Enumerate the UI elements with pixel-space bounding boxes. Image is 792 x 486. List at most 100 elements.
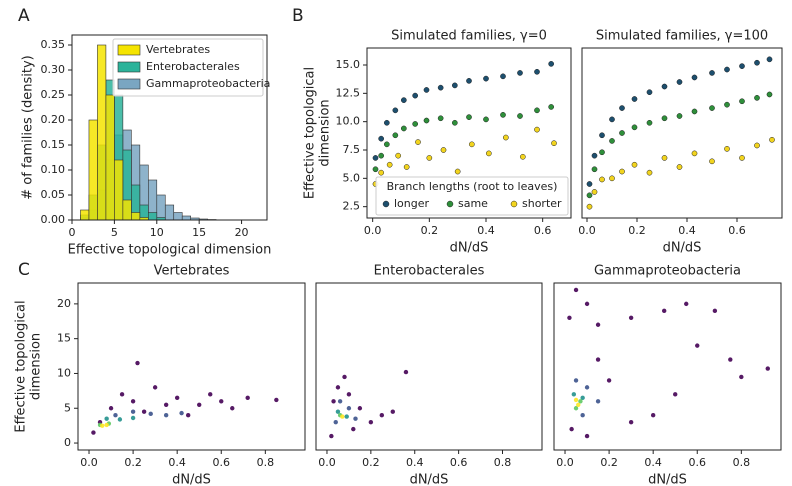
density-point <box>379 413 385 418</box>
histogram-bar <box>88 119 98 220</box>
scatter-point <box>599 132 605 139</box>
scatter-point <box>548 61 555 67</box>
x-tick-label: 0.6 <box>689 456 707 469</box>
histogram-bar <box>114 159 124 220</box>
density-point <box>331 399 336 404</box>
scatter-point <box>661 115 668 122</box>
density-point <box>368 419 374 425</box>
legend-swatch <box>117 78 141 90</box>
scatter-point <box>517 113 523 119</box>
x-axis-label: dN/dS <box>648 473 687 486</box>
scatter-point <box>395 152 402 159</box>
y-tick-label: 20 <box>57 297 71 310</box>
panel-label: C <box>18 260 30 280</box>
y-tick-label: 2.5 <box>343 200 361 213</box>
scatter-point <box>440 147 447 153</box>
density-point <box>351 426 356 432</box>
scatter-point <box>437 115 444 122</box>
scatter-point <box>534 126 540 133</box>
y-tick-label: 0.15 <box>41 138 66 151</box>
scatter-point <box>500 112 506 118</box>
y-tick-label: 0.30 <box>41 63 66 76</box>
x-tick-label: 0.4 <box>644 456 662 469</box>
panel: Simulated families, γ=100 dN/dS 0.0 0.2 0.4 0… <box>578 29 783 256</box>
y-tick-label: 12.5 <box>336 86 361 99</box>
y-tick-label: 0.20 <box>41 113 66 126</box>
scatter-point <box>691 150 698 157</box>
density-point <box>628 419 634 425</box>
legend-marker <box>382 200 390 208</box>
scatter-point <box>466 114 472 120</box>
scatter-point <box>591 189 598 195</box>
y-tick-label: 7.5 <box>343 143 361 156</box>
panel: C Vertebrates dN/dS Effective topological di… <box>14 260 306 486</box>
scatter-point <box>392 132 399 139</box>
legend-swatch <box>117 44 141 56</box>
histogram-bar <box>164 204 175 220</box>
scatter-point <box>451 82 458 89</box>
density-point <box>606 378 612 383</box>
x-tick-label: 5 <box>111 226 118 239</box>
plot-area <box>586 56 775 210</box>
density-point <box>661 308 667 314</box>
density-point <box>333 419 338 425</box>
scatter-point <box>691 74 698 81</box>
panel: Gammaproteobacteria dN/dS 0.0 0.2 0.4 0.6 0.8 <box>553 264 782 486</box>
density-point <box>179 410 184 416</box>
scatter-point <box>591 152 598 159</box>
y-tick-label: 10.0 <box>336 115 361 128</box>
density-point <box>152 385 158 390</box>
scatter-point <box>646 169 653 176</box>
scatter-point <box>676 79 683 85</box>
histogram-bar <box>122 199 132 220</box>
density-point <box>219 399 224 404</box>
scatter-point <box>754 59 760 66</box>
x-axis-label: dN/dS <box>450 241 489 256</box>
density-point <box>739 374 744 380</box>
density-point <box>108 406 114 411</box>
x-axis-label: Effective topological dimension <box>68 243 272 258</box>
panel: B Simulated families, γ=0 dN/dS Effective t… <box>292 6 572 256</box>
scatter-point <box>454 168 461 175</box>
density-point <box>765 366 770 371</box>
x-tick-label: 0.0 <box>578 224 596 237</box>
x-tick-label: 0.6 <box>213 456 231 469</box>
chart-title: Enterobacterales <box>374 264 485 279</box>
x-tick-label: 10 <box>150 226 164 239</box>
x-tick-label: 0.4 <box>168 456 186 469</box>
x-tick-label: 0.8 <box>733 456 751 469</box>
axes-frame <box>366 47 572 219</box>
y-tick-label: 0.25 <box>41 88 66 101</box>
legend-label: Gammaproteobacteria <box>146 77 270 90</box>
x-tick-label: 0.8 <box>257 456 275 469</box>
scatter-point <box>534 68 540 75</box>
scatter-point <box>661 155 668 161</box>
scatter-point <box>739 98 745 105</box>
axes-frame <box>315 282 543 451</box>
scatter-point <box>709 158 715 165</box>
x-axis-label: dN/dS <box>663 241 702 256</box>
density-point <box>337 399 343 404</box>
y-tick-label: 15 <box>57 332 71 345</box>
scatter-point <box>766 91 773 98</box>
y-axis-label: # of families (density) <box>21 55 36 199</box>
x-tick-label: 0 <box>69 226 76 239</box>
scatter-point <box>739 63 745 69</box>
x-tick-label: 0.2 <box>124 456 142 469</box>
scatter-point <box>426 155 433 161</box>
scatter-point <box>739 155 745 161</box>
scatter-point <box>378 152 385 159</box>
legend-title: Branch lengths (root to leaves) <box>387 180 558 193</box>
legend-marker <box>446 200 454 208</box>
legend-label: Vertebrates <box>146 43 210 56</box>
chart-title: Vertebrates <box>154 264 230 279</box>
histogram-bar <box>148 212 158 220</box>
histogram-bar <box>139 217 149 220</box>
density-point <box>573 397 579 403</box>
axes-frame <box>77 282 306 451</box>
scatter-point <box>412 121 419 127</box>
x-tick-label: 0.0 <box>318 456 336 469</box>
histogram-bar <box>97 44 107 220</box>
legend-label: longer <box>394 197 430 210</box>
scatter-point <box>586 203 593 210</box>
